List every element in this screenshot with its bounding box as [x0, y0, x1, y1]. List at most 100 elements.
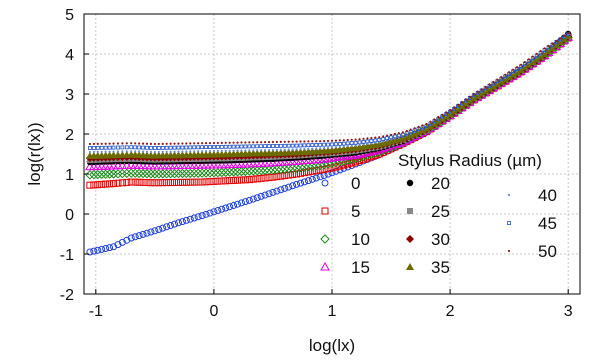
data-point — [182, 216, 190, 224]
data-point — [316, 166, 324, 174]
data-point — [227, 144, 232, 149]
data-point — [252, 149, 255, 152]
data-point — [104, 169, 115, 179]
data-point — [389, 133, 393, 136]
legend-marker — [321, 207, 329, 215]
series-45 — [88, 32, 571, 150]
data-point — [326, 146, 330, 149]
data-point — [528, 58, 537, 65]
data-point — [200, 142, 204, 145]
data-point — [249, 195, 257, 203]
data-point — [194, 178, 202, 186]
data-point — [143, 179, 151, 187]
data-point — [172, 145, 177, 150]
data-point — [208, 141, 212, 145]
data-point — [181, 142, 184, 145]
data-point — [125, 142, 128, 145]
data-point — [237, 176, 245, 184]
legend-entry: 40 — [507, 186, 557, 205]
data-point — [373, 138, 378, 143]
data-point — [508, 71, 511, 74]
data-point — [243, 144, 248, 149]
data-point — [153, 150, 156, 154]
data-point — [151, 179, 159, 187]
data-point — [248, 166, 258, 176]
data-point — [106, 180, 114, 188]
data-point — [295, 140, 298, 143]
data-point — [146, 169, 156, 179]
data-point — [277, 186, 285, 194]
legend-marker — [507, 221, 511, 225]
data-point — [346, 145, 349, 148]
data-point — [95, 145, 100, 150]
legend-entry: 10 — [320, 230, 370, 249]
data-point — [107, 145, 112, 150]
legend-entry: 5 — [321, 202, 360, 221]
data-point — [90, 247, 98, 255]
marker-layer — [85, 30, 574, 256]
data-point — [319, 147, 322, 150]
data-point — [155, 179, 163, 187]
data-point — [228, 141, 231, 144]
data-point — [267, 144, 271, 148]
data-point — [319, 159, 329, 170]
data-point — [328, 169, 336, 177]
data-point — [163, 223, 171, 231]
data-point — [149, 145, 153, 150]
data-point — [97, 169, 107, 180]
data-point — [117, 168, 128, 179]
data-point — [283, 163, 294, 174]
data-point — [157, 142, 160, 146]
data-point — [237, 199, 245, 207]
data-point — [223, 144, 228, 149]
data-point — [484, 85, 487, 88]
data-point — [123, 236, 131, 244]
data-point — [100, 169, 111, 179]
legend-label: 15 — [351, 258, 370, 277]
data-point — [563, 34, 566, 37]
data-point — [208, 145, 212, 149]
data-point — [134, 142, 137, 145]
data-point — [311, 147, 314, 150]
data-point — [171, 178, 179, 186]
data-point — [515, 66, 519, 69]
data-point — [178, 218, 186, 226]
data-point — [429, 120, 432, 123]
data-point — [102, 245, 110, 253]
data-point — [198, 178, 206, 186]
data-point — [492, 80, 495, 84]
data-point — [138, 142, 141, 145]
data-point — [334, 146, 338, 149]
data-point — [559, 37, 562, 40]
data-point — [413, 127, 416, 130]
data-point — [294, 143, 299, 148]
data-point — [504, 73, 507, 76]
data-point — [425, 122, 428, 126]
data-point — [312, 167, 320, 175]
data-point — [519, 63, 523, 66]
data-point — [204, 145, 208, 150]
data-point — [256, 149, 259, 152]
data-point — [456, 103, 460, 106]
data-point — [318, 142, 323, 147]
data-point — [241, 198, 249, 206]
data-point — [299, 147, 302, 151]
data-point — [121, 142, 124, 145]
data-point — [341, 141, 346, 146]
data-point — [120, 145, 125, 150]
data-point — [177, 142, 180, 145]
data-point — [163, 179, 171, 187]
data-point — [362, 137, 365, 140]
y-tick-label: -1 — [60, 247, 74, 264]
data-point — [123, 178, 131, 186]
data-point — [99, 145, 104, 150]
data-point — [527, 58, 530, 61]
data-point — [271, 140, 275, 144]
data-point — [472, 92, 475, 96]
data-point — [265, 190, 273, 198]
data-point — [271, 144, 275, 148]
data-point — [185, 150, 188, 153]
data-point — [287, 148, 290, 151]
data-point — [165, 150, 168, 153]
data-point — [130, 150, 133, 153]
